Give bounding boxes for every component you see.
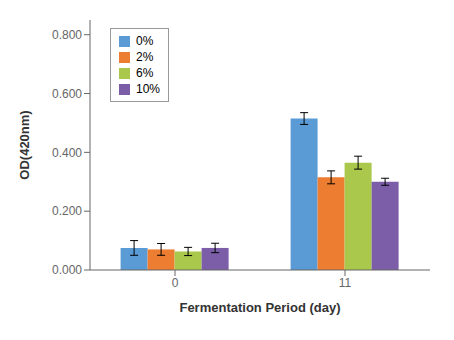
svg-text:0.400: 0.400 xyxy=(52,146,82,160)
svg-text:OD(420nm): OD(420nm) xyxy=(17,110,32,179)
svg-text:0.800: 0.800 xyxy=(52,28,82,42)
svg-text:0.600: 0.600 xyxy=(52,87,82,101)
html-text:10%: 10% xyxy=(136,82,160,96)
html-text:0%: 0% xyxy=(136,34,154,48)
svg-text:0.200: 0.200 xyxy=(52,204,82,218)
html-text:2%: 2% xyxy=(136,50,154,64)
svg-text:Fermentation Period (day): Fermentation Period (day) xyxy=(179,300,340,315)
svg-text:0: 0 xyxy=(172,276,179,290)
svg-text:0.000: 0.000 xyxy=(52,263,82,277)
html-text:6%: 6% xyxy=(136,66,154,80)
svg-text:11: 11 xyxy=(339,276,352,290)
